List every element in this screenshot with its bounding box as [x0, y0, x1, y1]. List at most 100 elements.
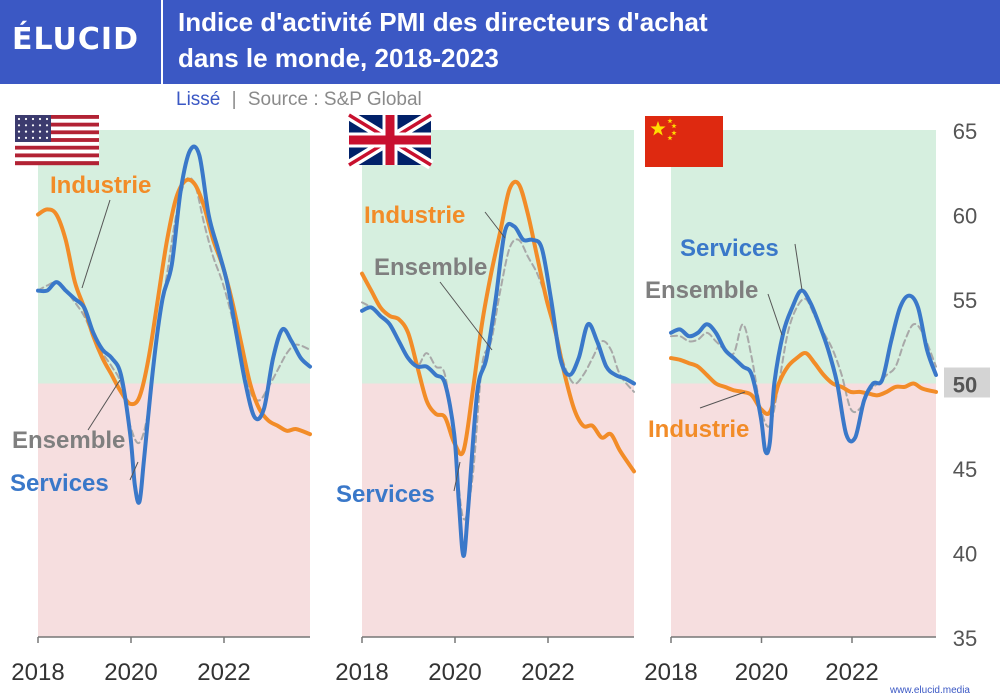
y-tick-label: 35 — [953, 626, 977, 651]
x-tick-label: 2022 — [197, 659, 250, 686]
smoothing-label: Lissé — [176, 89, 221, 110]
industrie-series-line — [360, 179, 636, 474]
ensemble-leader-line — [87, 379, 121, 431]
flag-star — [17, 136, 21, 139]
industrie-label: Industrie — [364, 202, 465, 229]
highlighted-tick-box — [944, 367, 990, 398]
chart-subtitle: Lissé | Source : S&P Global — [176, 89, 422, 111]
services-label: Services — [10, 470, 109, 497]
industrie-leader-line — [81, 199, 111, 289]
contraction-zone — [362, 383, 634, 637]
contraction-zone — [38, 383, 310, 637]
ensemble-leader-line — [767, 293, 783, 336]
flag-star — [24, 124, 28, 127]
flag-star — [667, 118, 673, 124]
title-line-2: dans le monde, 2018-2023 — [178, 43, 499, 73]
flag-star — [31, 130, 35, 133]
flag-field — [645, 116, 723, 167]
flag-star — [24, 130, 28, 133]
x-tick-label: 2022 — [825, 659, 878, 686]
flag-star — [38, 130, 42, 133]
cn-flag — [645, 116, 723, 167]
flag-star — [38, 117, 42, 121]
elucid-logo: ÉLUCID — [12, 22, 139, 57]
ensemble-leader-line — [439, 281, 493, 351]
flag-stripe — [15, 122, 99, 127]
flag-stripe — [15, 134, 99, 139]
services-leader-line — [794, 243, 803, 291]
flag-stripe — [15, 157, 99, 162]
flag-stripe — [15, 153, 99, 158]
flag-stripe — [15, 130, 99, 135]
flag-stripe — [15, 161, 99, 166]
ensemble-label: Ensemble — [12, 427, 125, 454]
flag-star — [38, 136, 42, 139]
x-tick-label: 2018 — [11, 659, 64, 686]
flag-star — [45, 130, 49, 133]
us-flag — [15, 115, 99, 166]
flag-star — [667, 135, 673, 141]
flag-cross-red — [349, 115, 431, 165]
services-series-line — [669, 288, 938, 456]
flag-star — [671, 130, 677, 136]
x-tick-label: 2020 — [735, 659, 788, 686]
flag-stripe — [15, 115, 99, 120]
flag-star — [45, 117, 49, 121]
flag-star — [17, 124, 21, 127]
uk-flag — [346, 110, 434, 170]
flag-star — [31, 136, 35, 139]
flag-star — [671, 123, 677, 129]
industrie-label: Industrie — [648, 416, 749, 443]
y-tick-label: 50 — [953, 373, 977, 398]
flag-star — [24, 136, 28, 139]
flag-star — [31, 124, 35, 127]
ensemble-series-line — [37, 176, 311, 445]
flag-stripe — [15, 118, 99, 123]
y-tick-label: 65 — [953, 119, 977, 144]
flag-star — [17, 117, 21, 121]
ensemble-label: Ensemble — [374, 254, 487, 281]
services-label: Services — [680, 235, 779, 262]
flag-star — [45, 136, 49, 139]
flag-stripe — [15, 126, 99, 131]
subtitle-separator: | — [231, 89, 237, 110]
header-divider — [161, 0, 163, 84]
services-leader-line — [453, 461, 461, 492]
title-line-1: Indice d'activité PMI des directeurs d'a… — [178, 7, 708, 37]
header-bar: ÉLUCID Indice d'activité PMI des directe… — [0, 0, 1000, 84]
ensemble-series-line — [670, 297, 937, 428]
industrie-label: Industrie — [50, 172, 151, 199]
contraction-zone — [671, 383, 936, 637]
y-tick-label: 45 — [953, 457, 977, 482]
ensemble-label: Ensemble — [645, 277, 758, 304]
services-series-line — [360, 221, 636, 558]
flag-stripe — [15, 141, 99, 146]
y-tick-label: 55 — [953, 288, 977, 313]
chart-title: Indice d'activité PMI des directeurs d'a… — [178, 4, 978, 76]
industrie-series-line — [669, 350, 938, 416]
y-tick-label: 40 — [953, 542, 977, 567]
x-tick-label: 2018 — [335, 659, 388, 686]
y-tick-label: 60 — [953, 204, 977, 229]
flag-star — [17, 130, 21, 133]
source-label: Source : S&P Global — [247, 89, 422, 110]
flag-star — [31, 117, 35, 121]
flag-stripe — [15, 145, 99, 150]
flag-star — [24, 117, 28, 121]
services-leader-line — [129, 461, 139, 481]
flag-star — [45, 124, 49, 127]
industrie-leader-line — [699, 391, 746, 409]
footer-url: www.elucid.media — [889, 685, 970, 696]
x-tick-label: 2018 — [644, 659, 697, 686]
x-tick-label: 2020 — [104, 659, 157, 686]
flag-star — [650, 121, 666, 136]
services-series-line — [36, 144, 312, 505]
x-tick-label: 2022 — [521, 659, 574, 686]
services-label: Services — [336, 481, 435, 508]
industrie-leader-line — [484, 211, 506, 239]
x-tick-label: 2020 — [428, 659, 481, 686]
flag-star — [38, 124, 42, 127]
flag-stripe — [15, 138, 99, 143]
flag-stripe — [15, 149, 99, 154]
